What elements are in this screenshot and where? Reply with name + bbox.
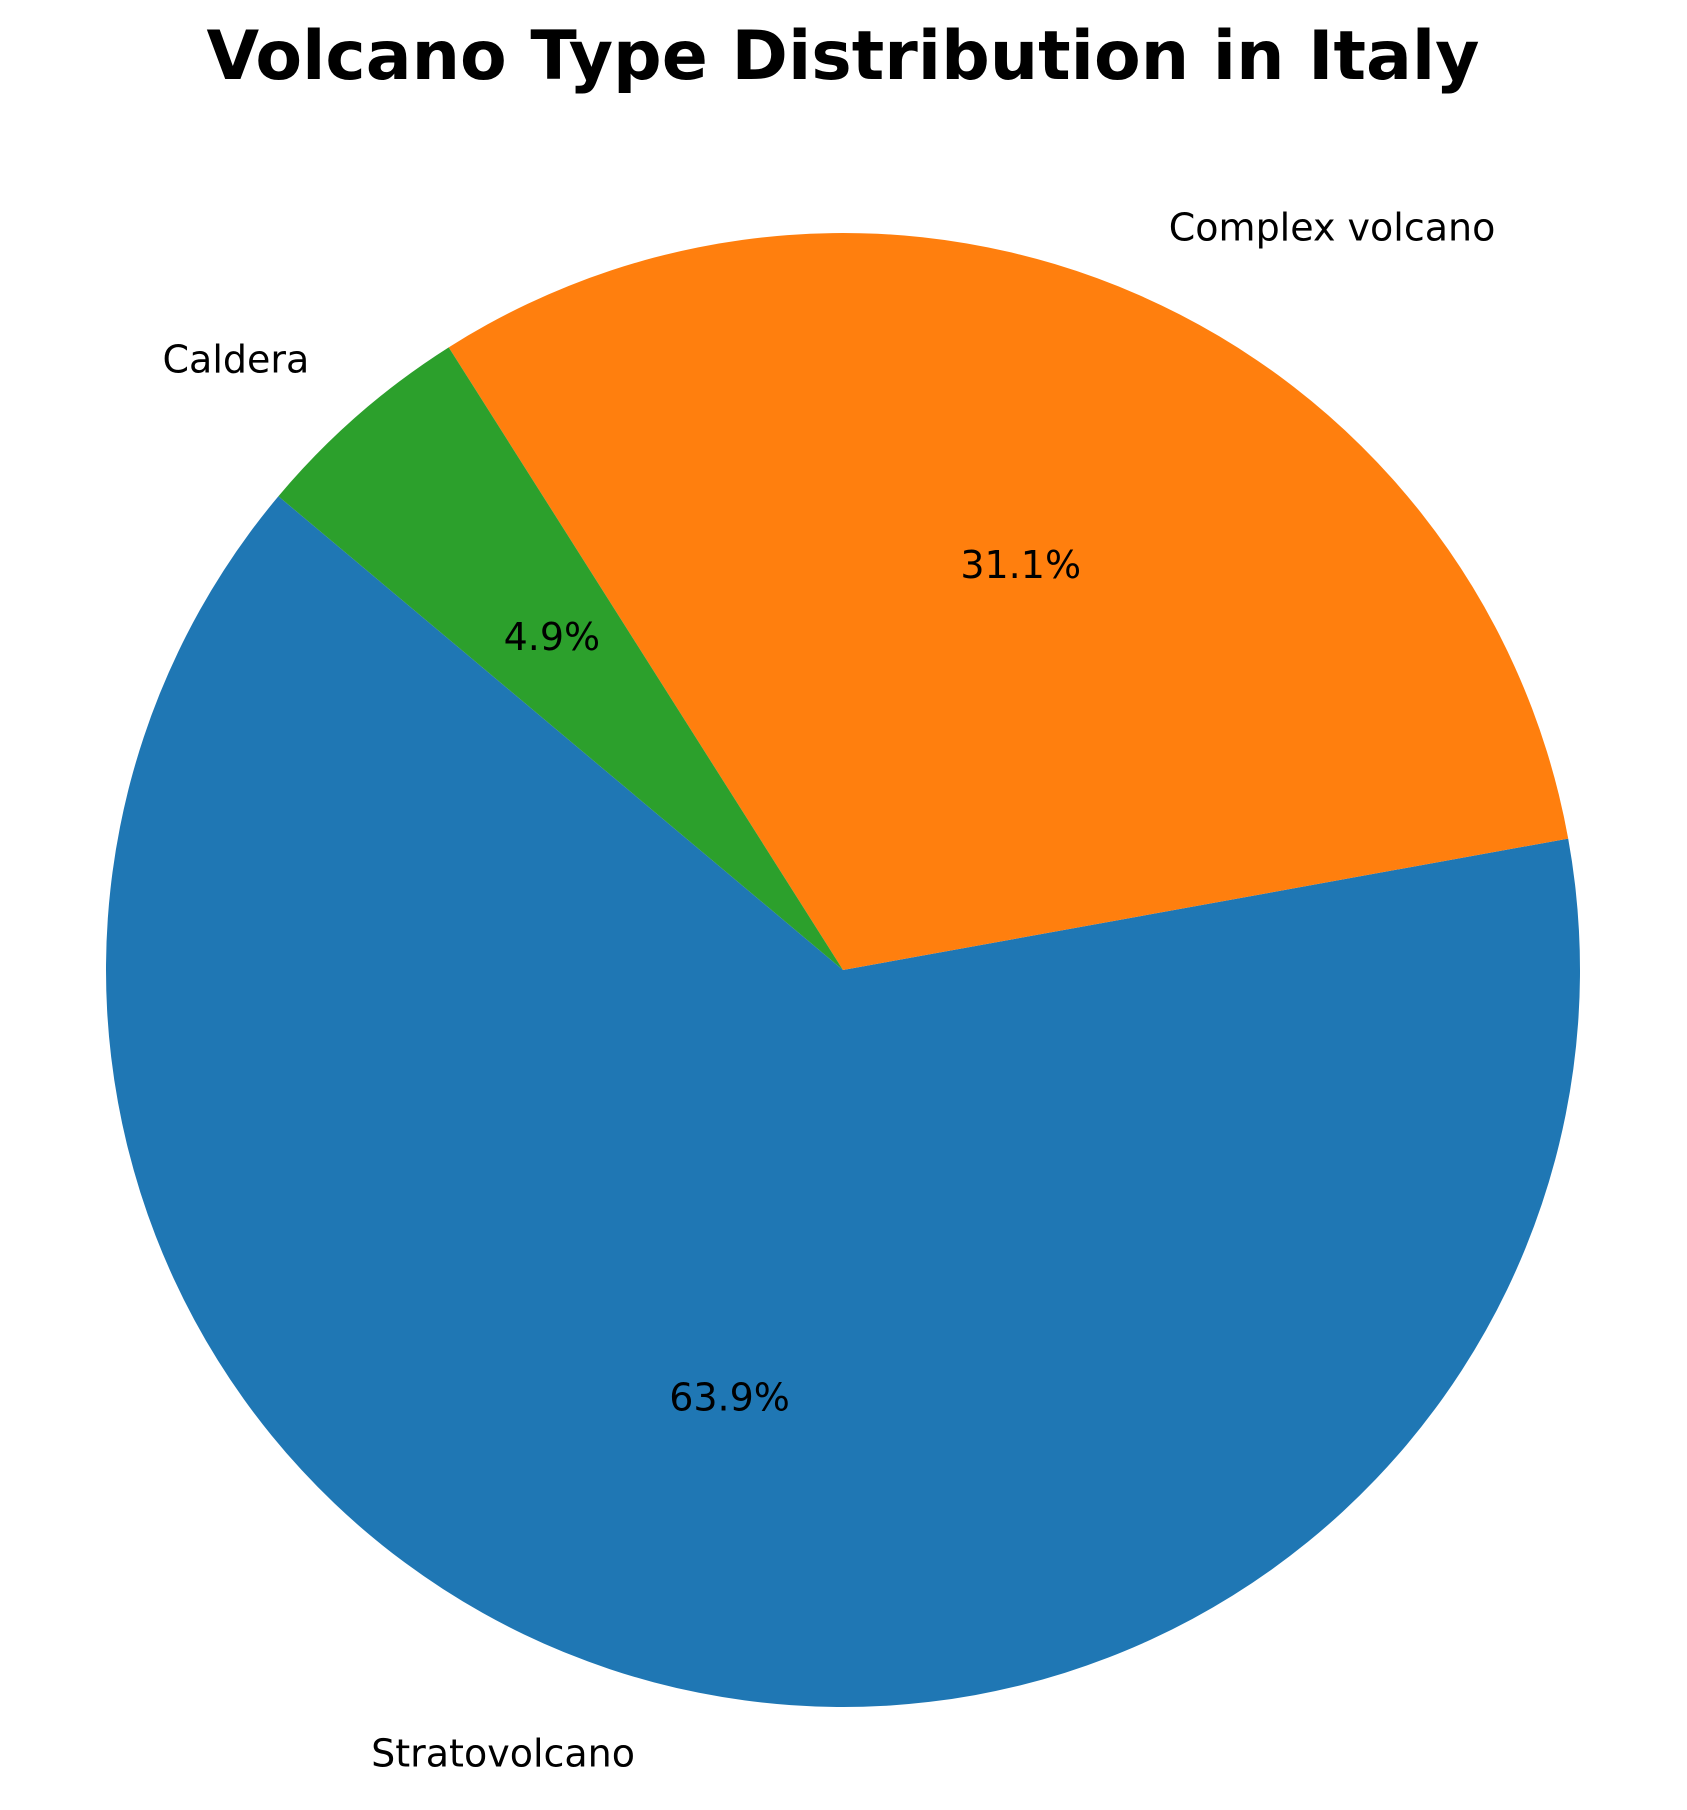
label-complex-volcano: Complex volcano [1169,206,1496,250]
percent-caldera: 4.9% [504,615,601,659]
pie-slices [106,233,1581,1707]
label-caldera: Caldera [163,338,310,382]
percent-stratovolcano: 63.9% [669,1375,790,1419]
label-stratovolcano: Stratovolcano [371,1732,635,1776]
slice-complex-volcano [448,233,1569,970]
percent-complex-volcano: 31.1% [960,543,1081,587]
slice-caldera [278,347,843,970]
pie-labels: Stratovolcano 63.9% Complex volcano 31.1% Ca… [163,206,1496,1776]
slice-stratovolcano [106,496,1581,1707]
chart-title: Volcano Type Distribution in Italy [206,17,1479,96]
